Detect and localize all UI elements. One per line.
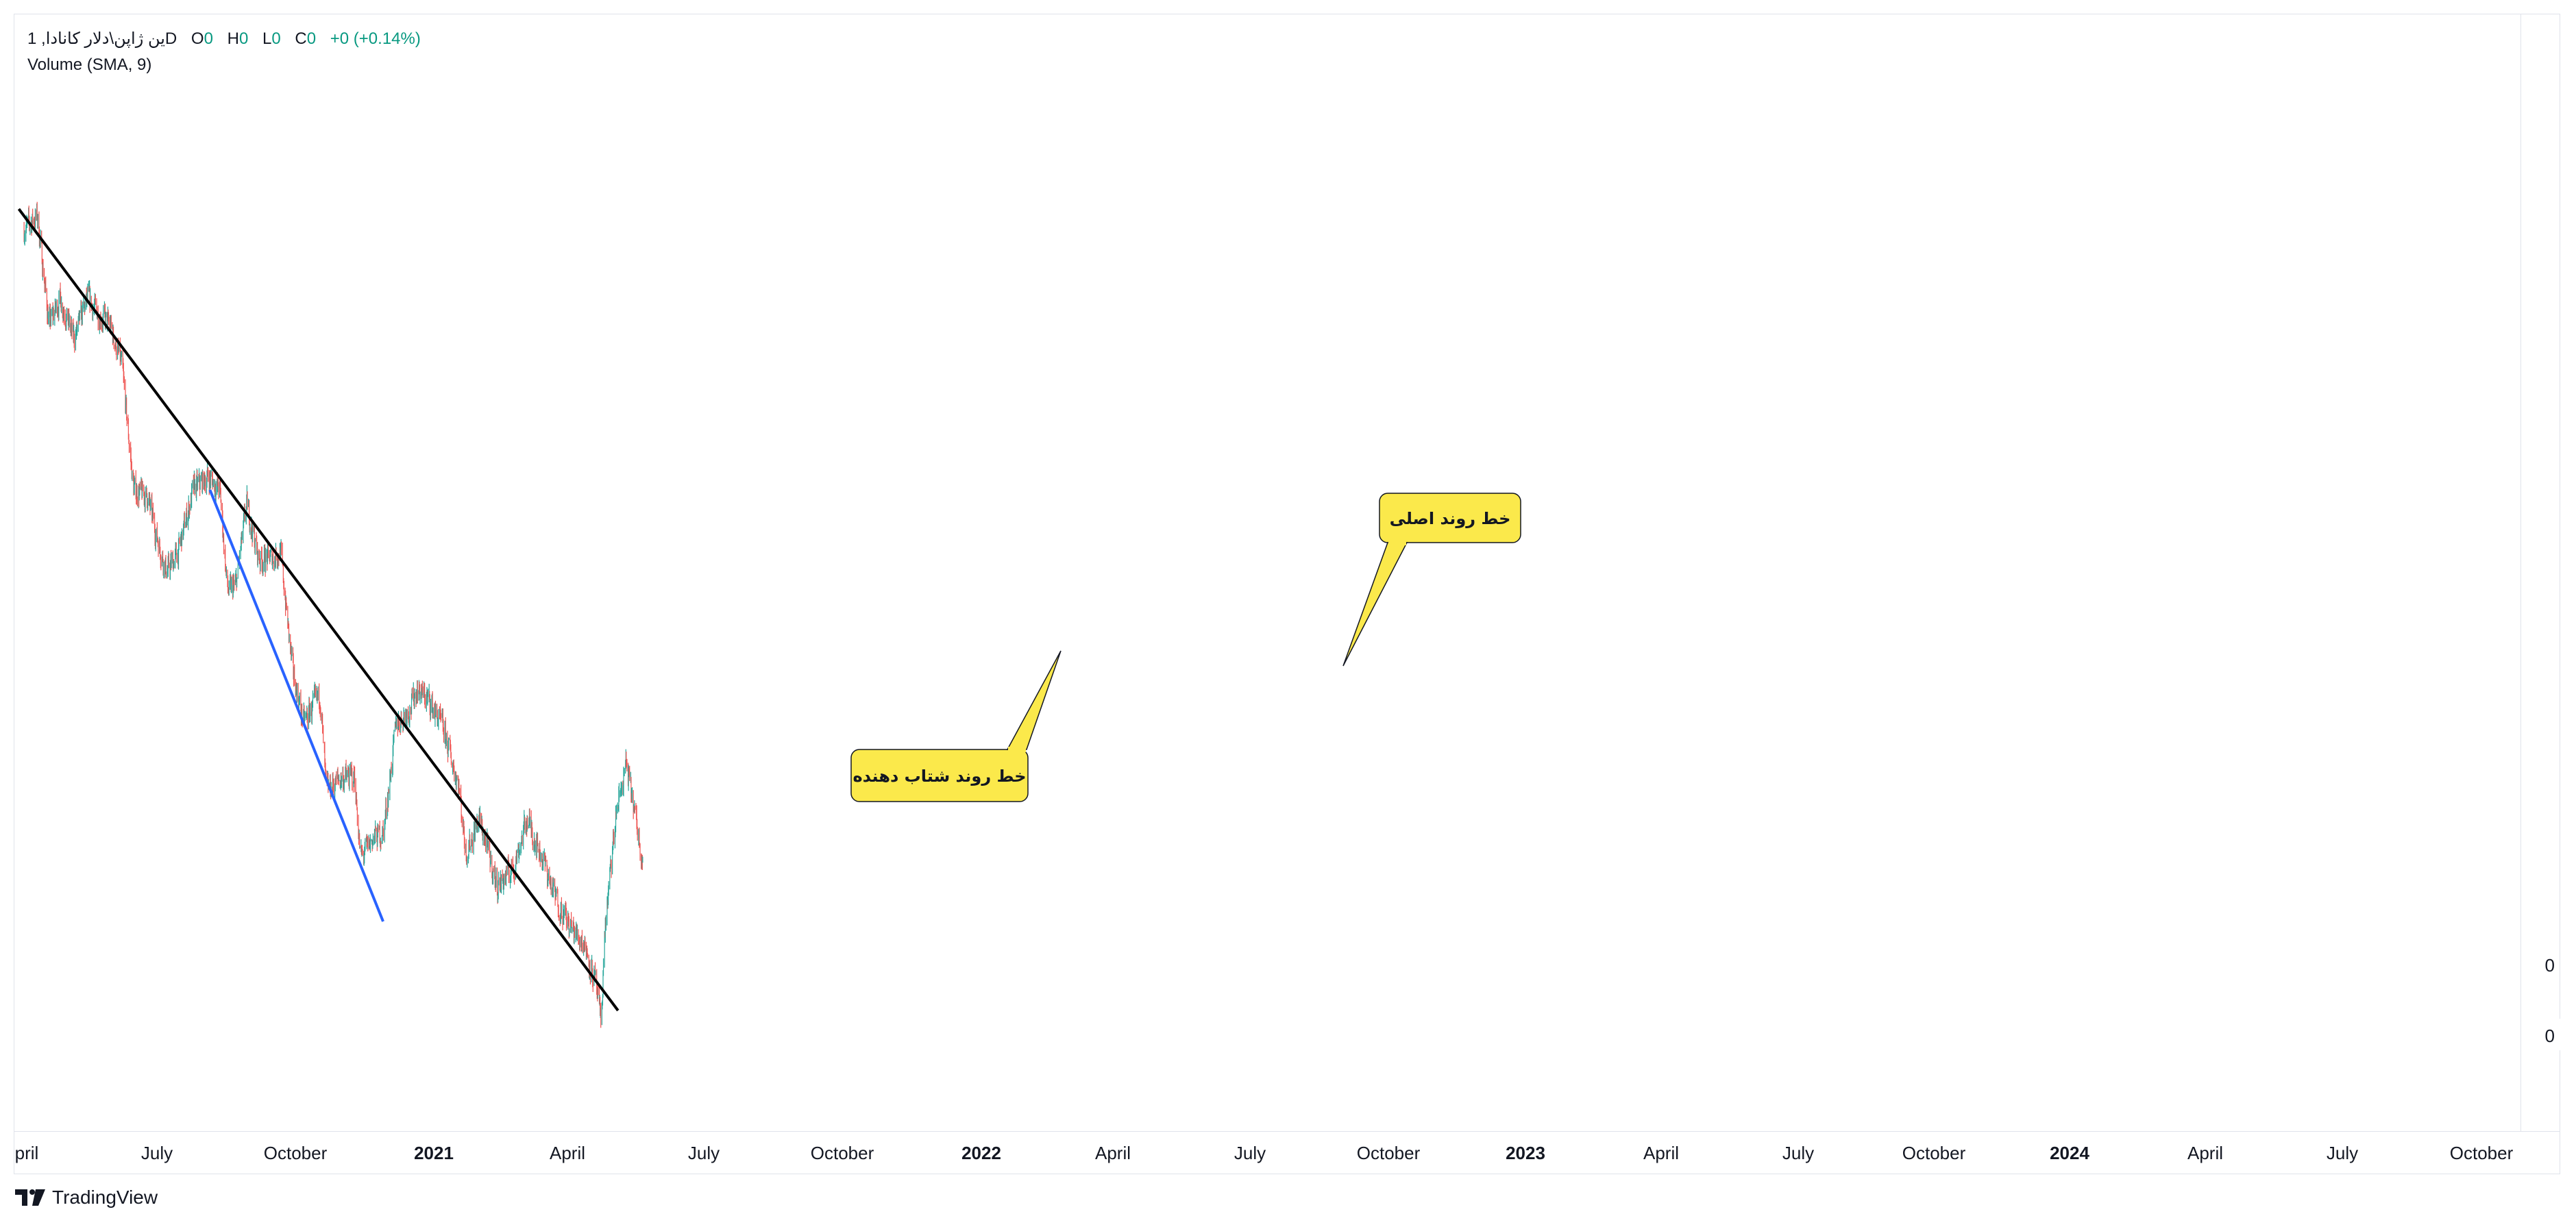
callout-pointer [1342,542,1408,667]
x-tick-label: July [141,1143,173,1163]
high-label: H [227,29,239,48]
main-trendline[interactable] [17,208,620,1012]
x-tick-label: October [2450,1143,2514,1163]
indicator-row[interactable]: Volume (SMA, 9) [27,52,421,78]
x-tick-label: 2024 [2050,1143,2089,1163]
open-value: 0 [204,29,213,48]
close-label: C [295,29,307,48]
x-tick-label: July [1234,1143,1266,1163]
price-scale-value-top: 0 [2544,955,2555,976]
low-value: 0 [271,29,281,48]
chart-legend: ین ژاپن\دلار کانادا, 1D O0 H0 L0 C0 +0 (… [27,26,421,78]
tradingview-logo-icon [15,1189,45,1206]
chart-frame[interactable] [14,14,2560,1174]
x-tick-label: July [1782,1143,1814,1163]
change-value: +0 (+0.14%) [330,29,421,48]
x-tick-label: July [2327,1143,2358,1163]
price-scale-border [2520,14,2521,1131]
price-scale-value-bottom: 0 [2544,1026,2555,1046]
callout-joint [1388,540,1406,545]
callout-box [850,749,1029,802]
legend-ohlc-row: ین ژاپن\دلار کانادا, 1D O0 H0 L0 C0 +0 (… [27,26,421,52]
x-tick-label: April [1643,1143,1679,1163]
symbol-label[interactable]: ین ژاپن\دلار کانادا, 1D [27,29,177,48]
callout-text: خط روند اصلی [1390,509,1511,528]
x-tick-label: October [1902,1143,1966,1163]
low-label: L [262,29,272,48]
callout-box [1379,493,1521,543]
x-tick-label: October [264,1143,328,1163]
accelerating-trendline[interactable] [208,489,384,922]
time-axis-border [14,1131,2560,1132]
callout-main-trend[interactable]: خط روند اصلی [1342,493,1521,667]
x-tick-label: April [550,1143,585,1163]
candlestick-series [23,201,643,1028]
scale-value-bg [2522,1019,2560,1050]
x-tick-label: April [1095,1143,1131,1163]
time-axis[interactable]: pril July October 2021 April July October 2022 A… [15,1143,2514,1163]
open-label: O [191,29,204,48]
trendlines-layer[interactable] [17,208,620,1012]
x-tick-label: October [1357,1143,1421,1163]
tradingview-brand-text: TradingView [52,1187,158,1208]
callout-pointer [1006,650,1062,750]
x-tick-label: pril [15,1143,39,1163]
callouts-layer[interactable]: خط روند اصلی خط روند شتاب دهنده [850,493,1521,802]
x-tick-label: 2022 [961,1143,1001,1163]
tradingview-logo[interactable]: TradingView [15,1187,158,1209]
x-tick-label: April [2187,1143,2223,1163]
high-value: 0 [238,29,249,48]
price-scale[interactable]: 0 0 [2520,0,2560,1131]
indicator-label[interactable]: Volume (SMA, 9) [27,55,152,74]
callout-accelerating-trend[interactable]: خط روند شتاب دهنده [850,650,1062,802]
callout-joint [1008,747,1026,752]
x-tick-label: July [688,1143,720,1163]
x-tick-label: 2021 [414,1143,454,1163]
close-value: 0 [306,29,317,48]
x-tick-label: October [811,1143,874,1163]
callout-text: خط روند شتاب دهنده [853,767,1027,786]
x-tick-label: 2023 [1506,1143,1545,1163]
